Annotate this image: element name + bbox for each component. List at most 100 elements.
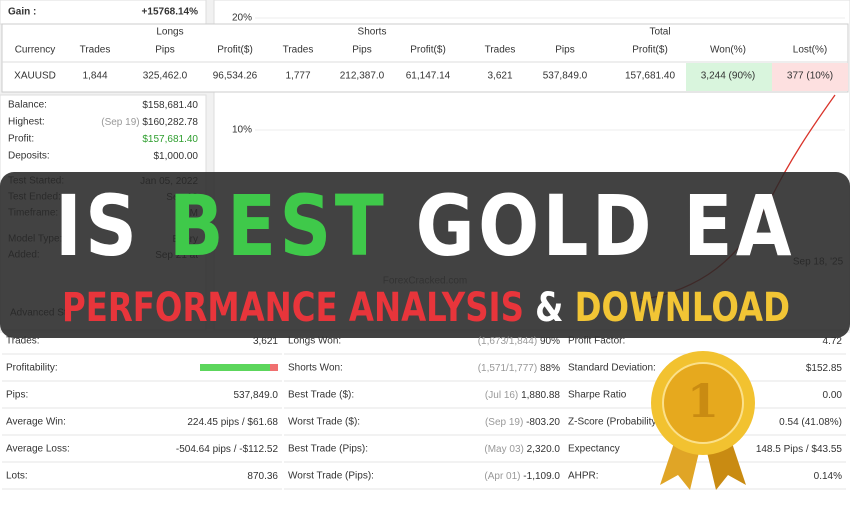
column-header: Currency	[15, 45, 56, 56]
account-label: Deposits:	[8, 151, 50, 162]
stat-number: 0.14%	[814, 471, 842, 482]
stat-label: Pips:	[6, 390, 28, 401]
stat-value: 4.72	[823, 336, 843, 347]
stat-label: Sharpe Ratio	[568, 390, 627, 401]
stat-label: Longs Won:	[288, 336, 341, 347]
stat-label: Profit Factor:	[568, 336, 625, 347]
stat-number: 148.5 Pips / $43.55	[756, 444, 843, 455]
stat-label: Best Trade ($):	[288, 390, 354, 401]
group-header: Shorts	[358, 27, 387, 38]
profitability-lost	[270, 364, 278, 371]
banner-subtitle: PERFORMANCE ANALYSIS & DOWNLOAD	[62, 285, 790, 331]
stat-label: Average Loss:	[6, 444, 70, 455]
stat-value: (May 03) 2,320.0	[484, 444, 560, 455]
cell: 537,849.0	[543, 71, 588, 82]
stat-label: Z-Score (Probability):	[568, 417, 662, 428]
account-label: Profit:	[8, 134, 34, 145]
stat-value: (Sep 19) -803.20	[485, 417, 560, 428]
stat-value: 0.14%	[814, 471, 842, 482]
stat-note: (Apr 01)	[484, 471, 520, 482]
stat-value: 148.5 Pips / $43.55	[756, 444, 843, 455]
stat-label: Trades:	[6, 336, 40, 347]
stat-value: 3,621	[253, 336, 278, 347]
stat-number: -803.20	[526, 417, 560, 428]
banner-title: IS BEST GOLD EA	[55, 177, 795, 275]
cell: 1,777	[285, 71, 310, 82]
stat-label: Worst Trade ($):	[288, 417, 360, 428]
stat-value: 224.45 pips / $61.68	[187, 417, 278, 428]
gain-label: Gain :	[8, 7, 36, 18]
account-value: $1,000.00	[154, 151, 199, 162]
stat-number: 88%	[540, 363, 560, 374]
cell: 1,844	[82, 71, 107, 82]
account-label: Balance:	[8, 100, 47, 111]
watermark: ForexCracked.com	[383, 276, 467, 287]
stat-label: Expectancy	[568, 444, 620, 455]
medal: 1	[651, 351, 755, 490]
medal-face	[662, 362, 744, 444]
stat-value: $152.85	[806, 363, 843, 374]
stat-label: Average Win:	[6, 417, 66, 428]
stat-note: (Jul 16)	[485, 390, 518, 401]
column-header: Pips	[555, 45, 574, 56]
stat-label: Lots:	[6, 471, 28, 482]
cell: 3,621	[487, 71, 512, 82]
chart-y-label: 10%	[232, 125, 252, 136]
account-number: $160,282.78	[142, 117, 198, 128]
stat-value: 0.54 (41.08%)	[779, 417, 842, 428]
column-header: Profit($)	[410, 45, 446, 56]
stat-number: 4.72	[823, 336, 843, 347]
stat-number: 870.36	[247, 471, 278, 482]
profitability-won	[200, 364, 270, 371]
banner-word: DOWNLOAD	[575, 285, 790, 331]
account-number: $157,681.40	[142, 134, 198, 145]
column-header: Trades	[283, 45, 314, 56]
stat-number: 90%	[540, 336, 560, 347]
stat-value: (1,673/1,844) 90%	[478, 336, 560, 347]
stat-label: AHPR:	[568, 471, 599, 482]
cell: 61,147.14	[406, 71, 451, 82]
banner-word: PERFORMANCE ANALYSIS	[62, 285, 524, 331]
chart-y-label: 20%	[232, 13, 252, 24]
account-number: $158,681.40	[142, 100, 198, 111]
cell: XAUUSD	[14, 71, 56, 82]
stat-number: 2,320.0	[527, 444, 561, 455]
stat-note: (May 03)	[484, 444, 523, 455]
stat-number: 1,880.88	[521, 390, 560, 401]
account-note: (Sep 19)	[101, 117, 139, 128]
stat-value: (1,571/1,777) 88%	[478, 363, 560, 374]
column-header: Trades	[485, 45, 516, 56]
stat-note: (Sep 19)	[485, 417, 523, 428]
stat-number: 224.45 pips / $61.68	[187, 417, 278, 428]
cell: 212,387.0	[340, 71, 385, 82]
cell: 377 (10%)	[787, 71, 833, 82]
banner	[0, 172, 850, 338]
cell: 325,462.0	[143, 71, 188, 82]
stat-number: 0.54 (41.08%)	[779, 417, 842, 428]
column-header: Trades	[80, 45, 111, 56]
banner-word: IS	[55, 177, 169, 275]
gain-value: +15768.14%	[142, 7, 199, 18]
account-label: Highest:	[8, 117, 45, 128]
stat-value: -504.64 pips / -$112.52	[176, 444, 279, 455]
stat-note: (1,571/1,777)	[478, 363, 538, 374]
cell: 157,681.40	[625, 71, 675, 82]
account-number: $1,000.00	[154, 151, 199, 162]
account-value: $157,681.40	[142, 134, 198, 145]
stat-value: 870.36	[247, 471, 278, 482]
account-value: $158,681.40	[142, 100, 198, 111]
banner-word: BEST	[169, 177, 387, 275]
cell: 3,244 (90%)	[701, 71, 755, 82]
stat-value: 537,849.0	[234, 390, 279, 401]
column-header: Profit($)	[632, 45, 668, 56]
group-header: Longs	[156, 27, 183, 38]
medal-number: 1	[687, 374, 719, 428]
stat-value: 0.00	[823, 390, 843, 401]
stat-number: -504.64 pips / -$112.52	[176, 444, 279, 455]
stat-number: 0.00	[823, 390, 843, 401]
cell: 96,534.26	[213, 71, 258, 82]
gain-panel	[0, 0, 207, 25]
banner-word: GOLD EA	[387, 177, 795, 275]
stat-label: Profitability:	[6, 363, 58, 374]
